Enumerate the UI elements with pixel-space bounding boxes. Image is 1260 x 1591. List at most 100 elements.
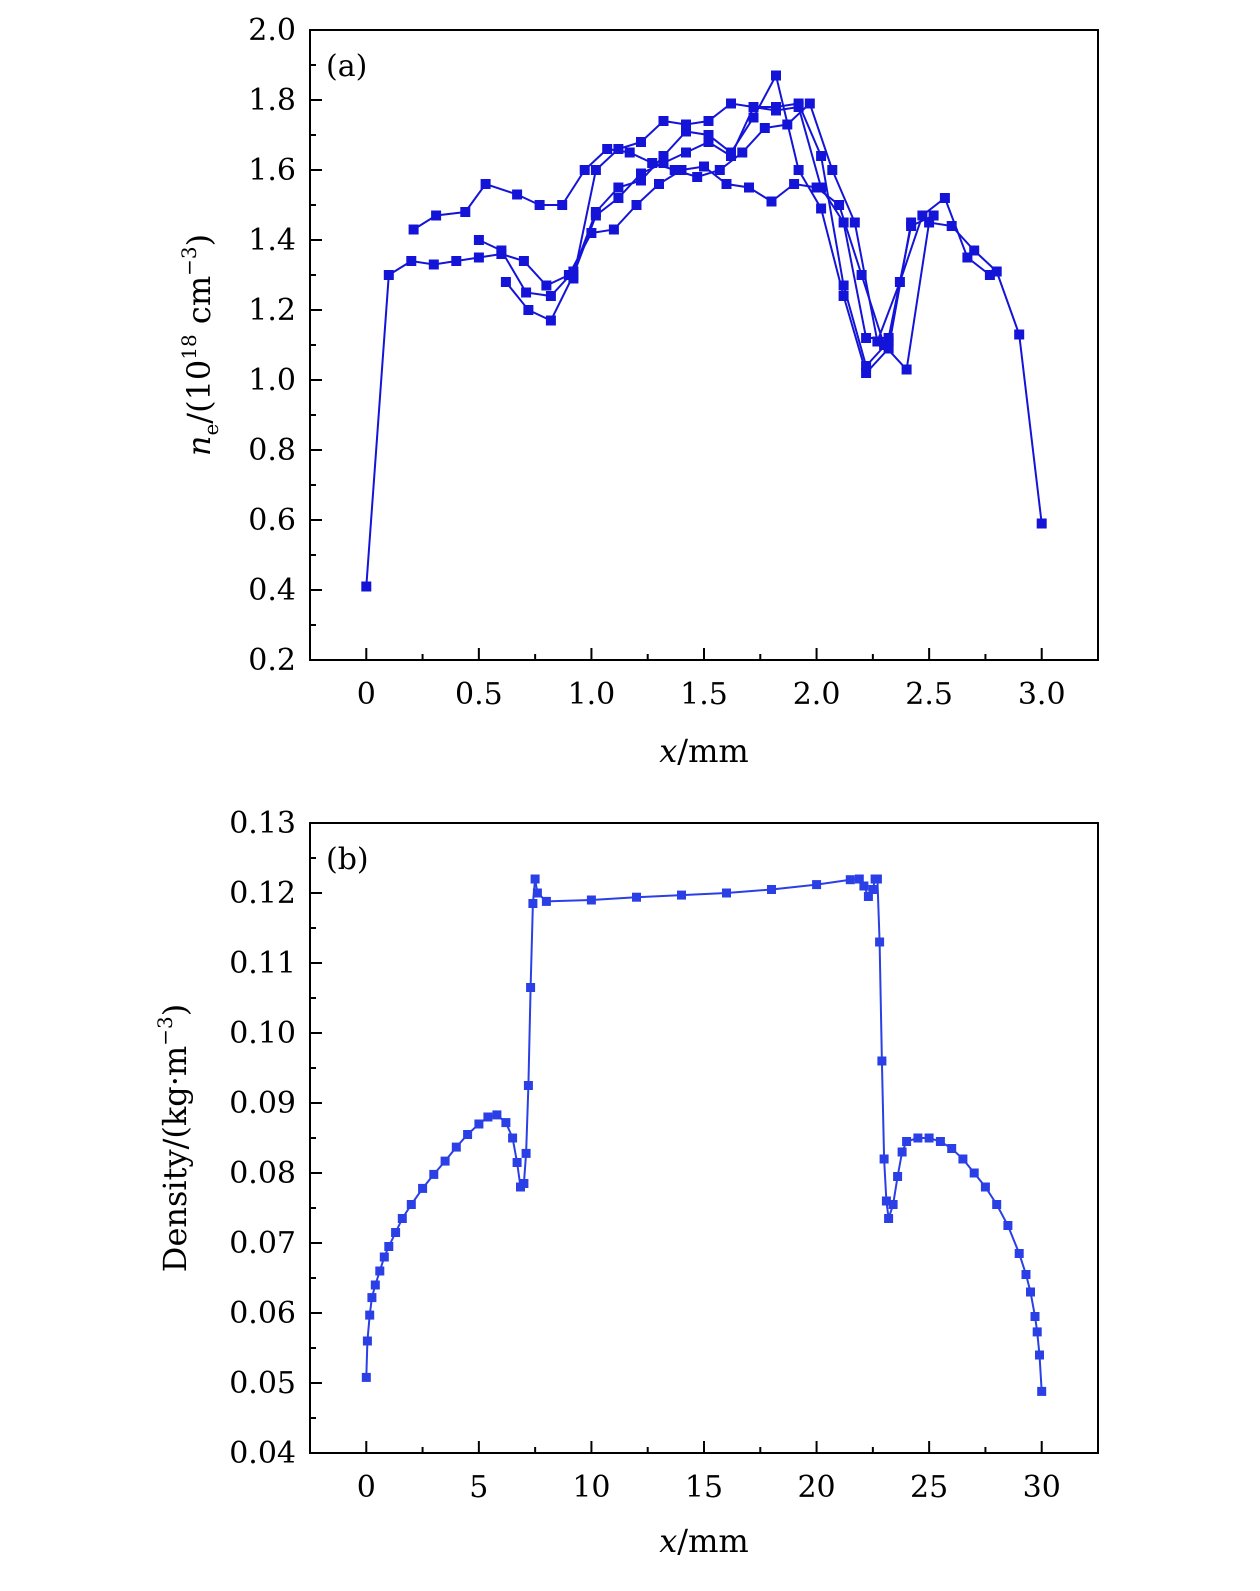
data-point-marker — [431, 210, 442, 221]
data-point-marker — [849, 217, 860, 228]
panel-a-frame — [309, 29, 1099, 661]
panel-a-label: (a) — [326, 49, 367, 84]
data-point-marker — [406, 1200, 416, 1209]
data-point-marker — [748, 112, 759, 123]
data-point-marker — [428, 259, 439, 270]
data-point-marker — [512, 1158, 522, 1167]
data-point-marker — [881, 1196, 891, 1206]
y-tick-label: 0.04 — [229, 1436, 296, 1471]
data-point-marker — [579, 165, 590, 175]
y-tick-label: 0.05 — [229, 1366, 296, 1401]
data-point-marker — [984, 270, 995, 280]
data-point-marker — [418, 1183, 428, 1193]
y-tick-label: 1.0 — [248, 363, 296, 398]
data-point-marker — [473, 235, 484, 245]
data-point-marker — [980, 1182, 990, 1192]
y-tick-label: 0.08 — [229, 1156, 296, 1191]
data-point-marker — [992, 1200, 1002, 1209]
data-point-marker — [879, 1154, 889, 1164]
data-point-marker — [361, 1372, 371, 1382]
data-point-marker — [888, 1200, 898, 1209]
panel-b-y-axis-label: Density/(kg·m−3) — [153, 1004, 194, 1272]
data-point-marker — [721, 179, 732, 189]
data-point-marker — [602, 144, 613, 154]
data-point-marker — [681, 147, 691, 158]
data-point-marker — [375, 1266, 385, 1276]
data-point-marker — [884, 1214, 894, 1223]
data-point-marker — [526, 983, 536, 992]
data-point-marker — [463, 1130, 473, 1139]
panel-b-frame — [309, 822, 1099, 1454]
data-point-marker — [845, 875, 855, 885]
data-point-marker — [590, 165, 601, 175]
data-point-marker — [703, 137, 714, 147]
data-point-marker — [928, 210, 939, 221]
data-point-marker — [767, 885, 776, 894]
y-tick-label: 0.07 — [229, 1226, 296, 1261]
data-point-marker — [901, 364, 912, 375]
data-point-marker — [744, 182, 754, 193]
data-point-marker — [703, 116, 714, 126]
data-point-marker — [532, 888, 542, 898]
panel-b-label: (b) — [326, 842, 369, 877]
data-point-marker — [1021, 1270, 1031, 1279]
data-point-marker — [473, 252, 484, 263]
data-point-marker — [636, 175, 646, 186]
data-point-marker — [737, 147, 748, 158]
data-point-marker — [924, 217, 935, 228]
series-5-line — [572, 102, 890, 369]
data-point-marker — [658, 151, 669, 161]
data-point-marker — [872, 874, 882, 884]
data-point-marker — [917, 210, 928, 221]
x-tick-label: 1.0 — [568, 677, 616, 712]
data-point-marker — [440, 1156, 450, 1166]
data-point-marker — [681, 126, 691, 137]
data-point-marker — [859, 881, 869, 891]
data-point-marker — [408, 224, 419, 235]
data-point-marker — [703, 130, 714, 140]
x-tick-label: 2.0 — [793, 677, 841, 712]
data-point-marker — [636, 168, 646, 179]
data-point-marker — [451, 256, 462, 266]
panel-b: 0 5 10 15 20 25 30 0.04 0.05 0.06 0.07 0.08 0.09 0.10… — [153, 806, 1099, 1560]
y-tick-label: 0.09 — [229, 1086, 296, 1121]
y-tick-label: 2.0 — [248, 13, 296, 48]
data-point-marker — [771, 70, 781, 81]
data-point-marker — [1003, 1221, 1013, 1230]
data-point-marker — [391, 1228, 401, 1237]
data-point-marker — [370, 1280, 380, 1290]
data-point-marker — [383, 270, 394, 280]
data-point-marker — [726, 151, 736, 161]
data-point-marker — [541, 896, 551, 906]
data-point-marker — [1026, 1287, 1035, 1297]
data-point-marker — [586, 895, 596, 905]
series-2-line — [413, 101, 991, 346]
data-point-marker — [958, 1154, 968, 1164]
data-point-marker — [883, 343, 894, 354]
panel-a: 0 0.5 1.0 1.5 2.0 2.5 3.0 0.2 0.4 0.6 0.8 1.0 1.2 1.4… — [177, 13, 1099, 770]
x-tick-label: 15 — [685, 1470, 723, 1505]
data-point-marker — [816, 182, 827, 193]
data-point-marker — [500, 277, 511, 287]
data-point-marker — [1014, 329, 1025, 340]
y-tick-label: 1.8 — [248, 83, 296, 118]
data-point-marker — [962, 252, 973, 263]
data-point-marker — [771, 102, 781, 112]
data-point-marker — [361, 581, 372, 592]
data-point-marker — [699, 161, 709, 172]
data-point-marker — [681, 119, 691, 130]
data-point-marker — [834, 200, 845, 210]
data-point-marker — [969, 245, 980, 256]
panel-b-ticks: 0 5 10 15 20 25 30 0.04 0.05 0.06 0.07 0.08 0.09 0.10… — [229, 806, 1061, 1505]
data-point-marker — [861, 368, 872, 378]
data-point-marker — [429, 1169, 439, 1179]
data-point-marker — [935, 1137, 945, 1146]
x-tick-label: 3.0 — [1018, 677, 1066, 712]
x-tick-label: 1.5 — [680, 677, 728, 712]
data-point-marker — [451, 1142, 461, 1152]
y-tick-label: 0.12 — [229, 876, 296, 911]
panel-a-ticks: 0 0.5 1.0 1.5 2.0 2.5 3.0 0.2 0.4 0.6 0.8 1.0 1.2 1.4… — [248, 13, 1065, 712]
data-point-marker — [804, 98, 815, 109]
data-point-marker — [492, 1110, 502, 1120]
data-point-marker — [586, 228, 597, 238]
